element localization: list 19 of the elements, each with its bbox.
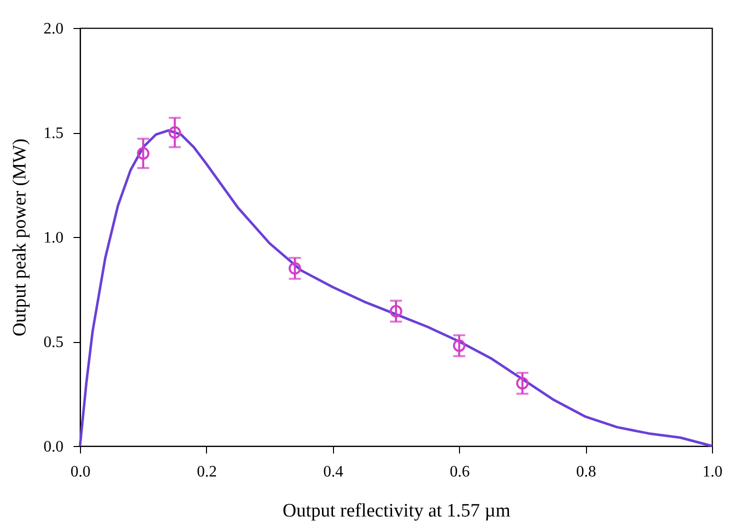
point	[288, 262, 302, 275]
x-axis-title: Output reflectivity at 1.57 µm	[282, 500, 511, 522]
x-tick-label: 0.6	[450, 464, 470, 480]
x-tick-label: 0.0	[70, 464, 90, 480]
point	[136, 147, 150, 160]
x-tick-label: 1.0	[702, 464, 722, 480]
point	[516, 377, 529, 390]
y-tick-label: 0.5	[44, 334, 64, 351]
point	[390, 304, 402, 318]
x-tick-label: 0.4	[323, 464, 344, 480]
x-tick-label: 0.8	[576, 464, 596, 480]
point	[168, 126, 182, 139]
point	[452, 339, 466, 352]
y-tick-label: 2.0	[44, 20, 64, 38]
y-tick-label: 1.5	[44, 125, 64, 142]
y-tick-label: 0.0	[44, 438, 64, 456]
x-tick-label: 0.2	[196, 464, 217, 480]
y-tick-label: 1.0	[44, 230, 64, 246]
y-axis-title: Output peak power (MW)	[10, 138, 30, 336]
